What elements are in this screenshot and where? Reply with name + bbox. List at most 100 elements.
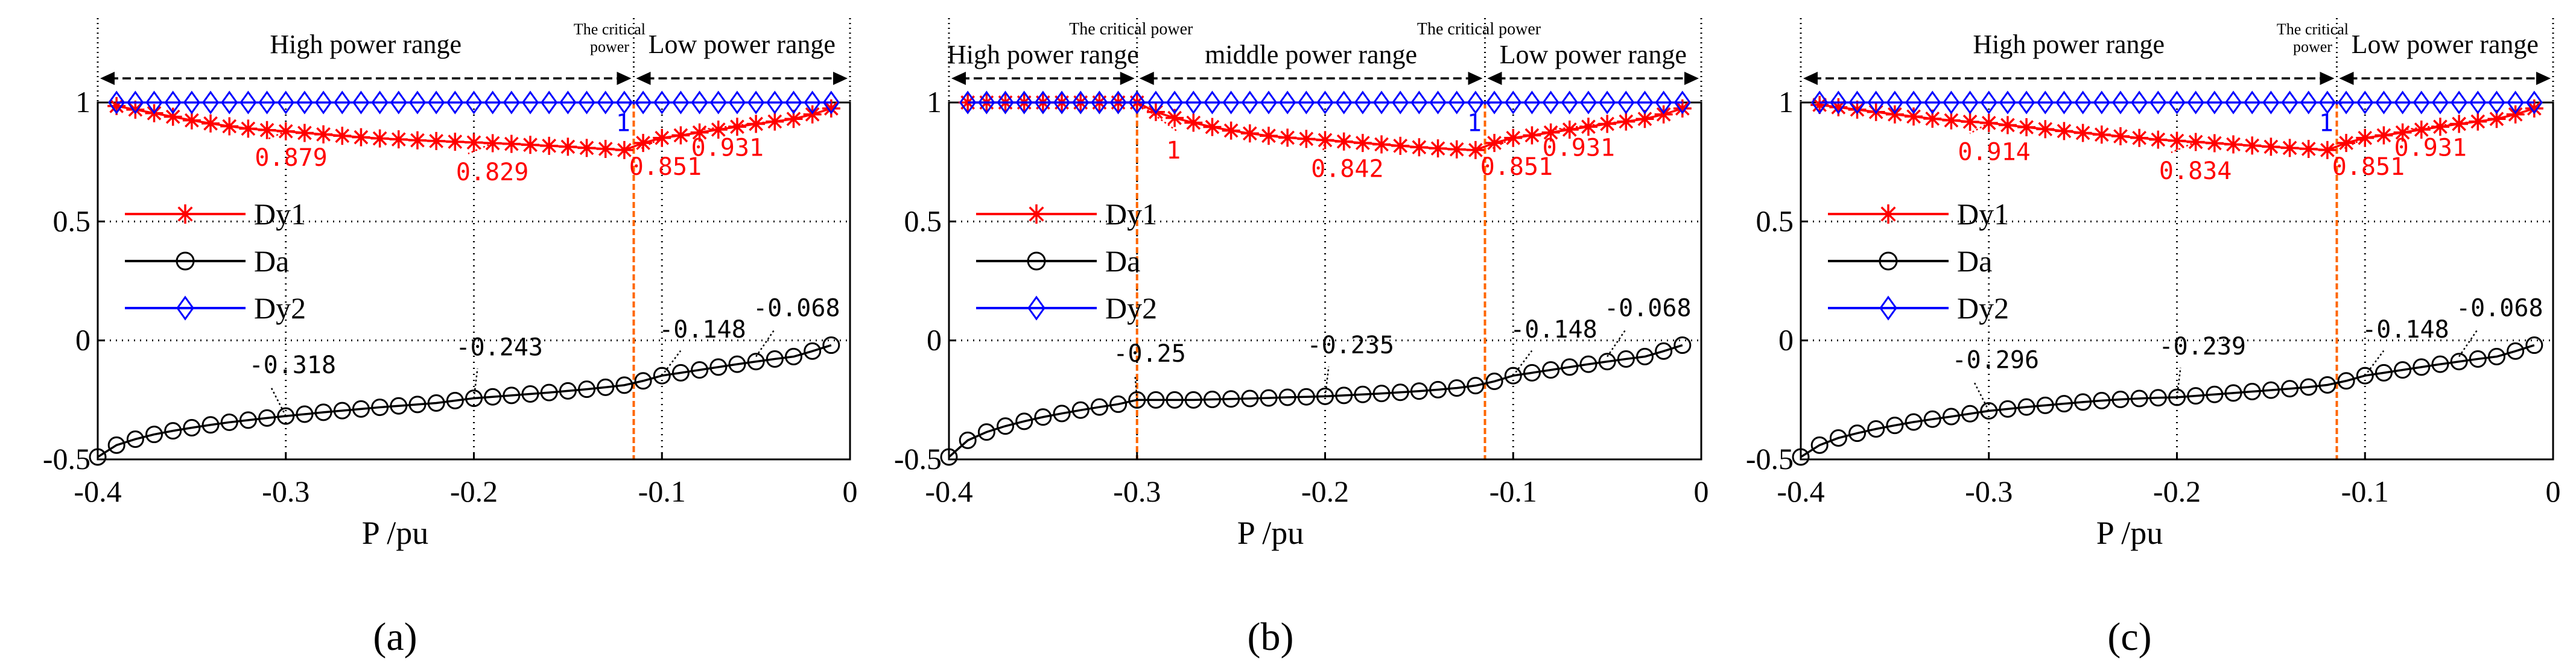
legend-marker-dy1 (1027, 204, 1046, 224)
x-tick-label: 0 (2546, 474, 2561, 508)
annotation-leader (1479, 101, 1495, 106)
annotation-leader (1512, 350, 1533, 376)
data-point-da (1504, 367, 1522, 385)
series-line-da (1800, 344, 2535, 458)
legend-label: Dy1 (1957, 197, 2009, 231)
data-point-da (1128, 391, 1146, 409)
data-point-da (1335, 386, 1353, 405)
data-label: 0.931 (2394, 134, 2467, 162)
data-point-da (766, 350, 784, 368)
data-point-da (1429, 380, 1447, 399)
data-point-da (1673, 336, 1692, 354)
data-point-da (2394, 361, 2412, 379)
data-point-dy1 (1240, 124, 1259, 143)
legend-marker-da (176, 251, 195, 271)
data-point-dy1 (1410, 138, 1429, 157)
critical-power-label: power (2293, 38, 2332, 55)
range-arrow-head-right (1468, 72, 1483, 85)
data-point-da (1034, 408, 1052, 426)
data-point-dy2 (634, 90, 652, 115)
x-axis-label: P /pu (2096, 515, 2163, 551)
range-arrow-head-left (1487, 72, 1502, 85)
data-point-dy1 (1203, 118, 1222, 136)
x-axis-label: P /pu (1237, 515, 1304, 551)
annotation-leader (266, 130, 287, 140)
critical-power-label: The critical power (1417, 20, 1541, 39)
data-point-dy1 (2487, 110, 2506, 128)
data-point-dy2 (1523, 90, 1541, 115)
data-point-dy2 (804, 90, 821, 115)
data-point-da (2168, 388, 2186, 406)
data-point-dy2 (258, 90, 276, 115)
data-point-da (2318, 376, 2336, 394)
data-point-da (1015, 412, 1033, 430)
data-point-dy2 (2300, 90, 2317, 115)
data-point-da (747, 353, 765, 371)
data-point-dy2 (1830, 90, 1847, 115)
data-point-da (2055, 395, 2073, 413)
data-point-dy1 (2412, 120, 2431, 139)
annotation-leader (270, 386, 287, 417)
data-point-dy2 (521, 90, 539, 115)
critical-power-label: The critical power (1069, 20, 1193, 39)
data-point-dy1 (615, 140, 633, 159)
data-point-dy1 (728, 118, 746, 136)
critical-power-label: The critical (574, 20, 646, 38)
data-point-da (959, 431, 977, 449)
range-arrow-head-left (1803, 72, 1818, 85)
data-point-dy2 (1655, 90, 1672, 115)
data-point-dy2 (2187, 90, 2204, 115)
data-point-dy2 (1260, 90, 1278, 115)
data-point-dy1 (1222, 121, 1240, 140)
data-label: 0.842 (1311, 156, 1383, 183)
data-point-da (521, 385, 539, 403)
data-point-dy1 (596, 139, 615, 158)
data-point-dy1 (634, 134, 653, 153)
data-point-dy1 (2375, 126, 2393, 145)
critical-power-label: The critical (2277, 20, 2349, 38)
data-point-dy1 (370, 129, 389, 148)
annotation-leader (1973, 380, 1990, 412)
data-point-dy1 (1635, 110, 1654, 128)
data-point-dy2 (1636, 90, 1654, 115)
legend-marker-dy2 (176, 295, 194, 321)
chart-panel-2: High power range middle power range Low po… (894, 18, 1709, 659)
data-point-dy2 (1999, 90, 2017, 115)
data-point-dy1 (1848, 100, 1867, 119)
data-point-da (1867, 420, 1885, 438)
y-tick-label: -0.5 (894, 442, 942, 476)
annotation-leader (468, 142, 493, 154)
legend-label: Dy2 (1105, 291, 1157, 325)
data-point-dy1 (521, 136, 540, 154)
data-point-da (1166, 391, 1184, 409)
range-arrow-head-right (1120, 72, 1135, 85)
range-arrow-head-right (617, 72, 632, 85)
data-point-da (126, 430, 144, 448)
data-point-da (1297, 388, 1315, 406)
range-arrow-head-right (833, 72, 848, 85)
x-tick-label: -0.2 (1301, 474, 1349, 508)
x-tick-label: 0 (1694, 474, 1709, 508)
data-point-dy1 (1166, 109, 1184, 127)
data-point-da (1147, 391, 1165, 409)
data-point-dy1 (1259, 127, 1278, 145)
data-point-dy2 (559, 90, 577, 115)
data-point-dy2 (164, 90, 182, 115)
data-point-dy2 (277, 90, 294, 115)
data-point-dy2 (390, 90, 407, 115)
data-point-dy1 (1278, 128, 1297, 147)
data-point-da (578, 380, 596, 399)
data-point-dy2 (484, 90, 501, 115)
data-point-dy2 (2149, 90, 2167, 115)
data-point-dy2 (785, 90, 802, 115)
range-label: Low power range (1500, 40, 1687, 69)
data-point-dy1 (1334, 132, 1353, 151)
data-point-da (1523, 364, 1541, 382)
data-point-da (1923, 410, 1941, 428)
data-label: -0.148 (659, 316, 746, 344)
data-point-dy1 (1617, 112, 1635, 131)
data-point-dy2 (1241, 90, 1258, 115)
data-point-dy1 (1829, 98, 1848, 116)
